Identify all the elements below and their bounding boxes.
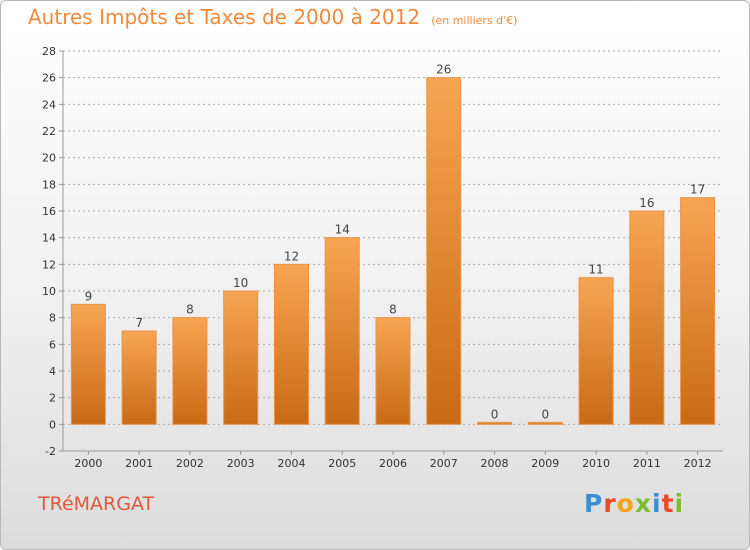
y-tick-label: 24 — [42, 98, 56, 111]
bar-value-label: 16 — [639, 196, 654, 210]
y-tick-label: 26 — [42, 72, 56, 85]
y-tick-label: 28 — [42, 45, 56, 58]
logo-letter: o — [616, 489, 635, 518]
bar-value-label: 14 — [335, 223, 350, 237]
x-tick-label: 2012 — [684, 457, 712, 470]
bar-value-label: 26 — [436, 63, 451, 77]
x-tick-label: 2008 — [481, 457, 509, 470]
bar — [426, 77, 462, 425]
bar — [70, 303, 106, 425]
bar — [324, 237, 360, 425]
bar-value-label: 9 — [85, 289, 93, 303]
y-tick-label: 10 — [42, 285, 56, 298]
x-tick-label: 2000 — [74, 457, 102, 470]
bar-value-label: 12 — [284, 249, 299, 263]
chart-title: Autres Impôts et Taxes de 2000 à 2012 — [28, 5, 421, 29]
chart-subtitle: (en milliers d'€) — [431, 14, 518, 27]
x-tick-label: 2006 — [379, 457, 407, 470]
bar — [172, 317, 208, 425]
y-tick-label: 22 — [42, 125, 56, 138]
x-tick-label: 2005 — [328, 457, 356, 470]
bar — [527, 421, 563, 425]
y-tick-label: 12 — [42, 258, 56, 271]
bar-value-label: 7 — [135, 316, 143, 330]
title-row: Autres Impôts et Taxes de 2000 à 2012 (e… — [28, 5, 517, 29]
proxiti-logo: Proxiti — [584, 489, 684, 518]
y-tick-label: 6 — [49, 338, 56, 351]
bar — [629, 210, 665, 425]
x-tick-label: 2011 — [633, 457, 661, 470]
x-tick-label: 2004 — [277, 457, 305, 470]
bar-value-label: 8 — [186, 303, 194, 317]
y-tick-label: 20 — [42, 152, 56, 165]
place-name: TRéMARGAT — [38, 493, 155, 515]
y-tick-label: 16 — [42, 205, 56, 218]
bar — [578, 277, 614, 425]
bar — [121, 330, 157, 425]
y-tick-label: 0 — [49, 418, 56, 431]
logo-letter: i — [652, 489, 662, 518]
y-tick-label: 2 — [49, 392, 56, 405]
bar-value-label: 0 — [541, 407, 549, 421]
y-tick-label: 18 — [42, 178, 56, 191]
bar — [223, 290, 259, 425]
y-tick-label: 14 — [42, 232, 56, 245]
bar-value-label: 17 — [690, 183, 705, 197]
bar — [375, 317, 411, 425]
x-tick-label: 2003 — [227, 457, 255, 470]
bar-value-label: 11 — [588, 263, 603, 277]
bar-value-label: 0 — [491, 407, 499, 421]
x-tick-label: 2009 — [531, 457, 559, 470]
y-tick-label: 4 — [49, 365, 56, 378]
logo-letter: i — [674, 489, 685, 518]
y-tick-label: 8 — [49, 312, 56, 325]
x-tick-label: 2010 — [582, 457, 610, 470]
logo-letter: r — [603, 489, 617, 518]
logo-letter: x — [634, 489, 652, 518]
bar-value-label: 8 — [389, 303, 397, 317]
bar-value-label: 10 — [233, 276, 248, 290]
bar — [477, 421, 513, 425]
bar — [680, 197, 716, 425]
logo-letter: t — [661, 489, 675, 518]
logo-letter: P — [584, 489, 604, 518]
x-tick-label: 2002 — [176, 457, 204, 470]
x-tick-label: 2007 — [430, 457, 458, 470]
bar — [273, 263, 309, 425]
x-tick-label: 2001 — [125, 457, 153, 470]
y-tick-label: -2 — [45, 445, 56, 458]
